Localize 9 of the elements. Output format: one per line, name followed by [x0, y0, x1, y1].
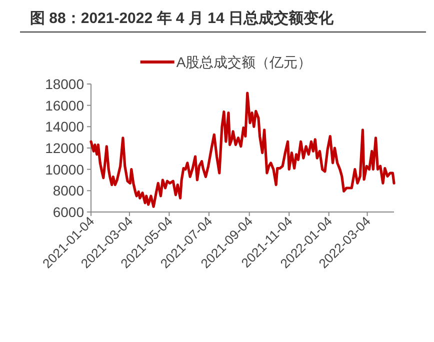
- y-tick-label: 18000: [45, 76, 84, 92]
- y-tick-label: 14000: [45, 118, 84, 135]
- y-tick-label: 6000: [52, 204, 84, 220]
- y-tick-label: 12000: [45, 140, 84, 156]
- y-tick-label: 16000: [45, 97, 84, 114]
- y-tick-label: 10000: [45, 161, 84, 178]
- legend-label: A股总成交额（亿元）: [176, 54, 312, 70]
- chart-title: 图 88：2021-2022 年 4 月 14 日总成交额变化: [30, 9, 334, 27]
- y-tick-label: 8000: [52, 182, 84, 199]
